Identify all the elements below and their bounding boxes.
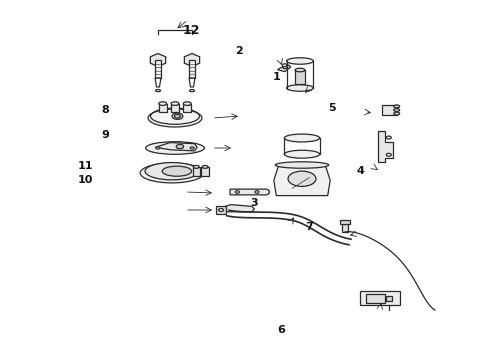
Ellipse shape [183,102,191,105]
Bar [382,105,397,116]
Text: 10: 10 [78,175,94,185]
Polygon shape [230,189,269,195]
Polygon shape [274,165,330,195]
Ellipse shape [176,144,184,149]
Ellipse shape [172,113,183,120]
Ellipse shape [190,147,194,149]
Ellipse shape [140,163,204,183]
Bar [201,167,209,176]
Bar [386,296,392,301]
Ellipse shape [288,171,316,186]
Ellipse shape [284,134,319,142]
Ellipse shape [386,153,391,156]
Polygon shape [155,78,161,87]
Ellipse shape [194,166,199,168]
Ellipse shape [386,136,391,139]
Polygon shape [155,143,197,151]
Text: 4: 4 [356,166,364,176]
Text: 7: 7 [305,222,313,232]
Ellipse shape [394,109,400,112]
Bar [367,294,385,303]
Polygon shape [184,54,199,67]
Ellipse shape [394,105,400,108]
Text: 2: 2 [235,46,243,56]
Ellipse shape [295,68,305,72]
Text: 11: 11 [78,161,94,171]
Bar [159,104,167,112]
Text: 6: 6 [277,325,285,336]
Text: 9: 9 [101,130,109,140]
Ellipse shape [235,191,239,193]
Bar [171,104,179,112]
Text: 1: 1 [273,72,281,82]
Bar [189,60,196,78]
Polygon shape [277,65,291,72]
Ellipse shape [255,191,259,193]
Text: 5: 5 [328,103,336,113]
Polygon shape [225,204,254,212]
Ellipse shape [287,58,314,64]
Bar [216,206,226,214]
Bar [193,167,200,176]
Bar [342,224,348,232]
Ellipse shape [156,147,160,149]
Ellipse shape [159,102,167,105]
Bar [295,70,305,84]
Bar [183,104,191,112]
Ellipse shape [275,162,329,168]
Bar [340,220,350,224]
Polygon shape [378,131,392,162]
Polygon shape [150,54,166,67]
Ellipse shape [146,142,204,154]
Text: 3: 3 [250,198,258,208]
Ellipse shape [219,208,223,211]
Bar [154,60,161,78]
Ellipse shape [287,85,314,91]
Ellipse shape [284,150,319,158]
Ellipse shape [162,166,192,176]
Ellipse shape [145,163,199,180]
Ellipse shape [202,166,208,168]
Bar [361,291,400,305]
Polygon shape [189,78,195,87]
Text: 8: 8 [101,105,109,115]
Text: 12: 12 [182,24,200,37]
Ellipse shape [394,112,400,115]
Ellipse shape [171,102,179,105]
Ellipse shape [148,109,202,127]
